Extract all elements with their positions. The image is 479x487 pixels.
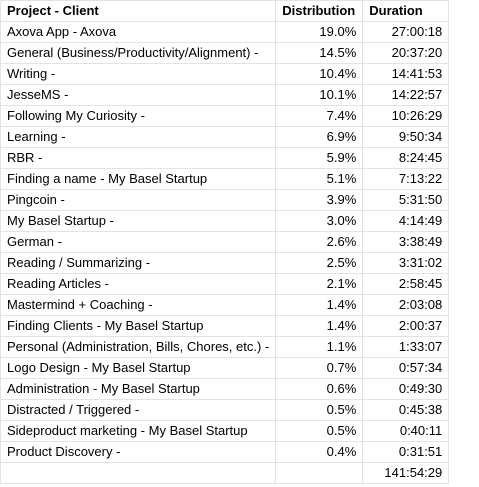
column-header-duration[interactable]: Duration — [362, 0, 450, 22]
cell-distribution[interactable]: 5.9% — [275, 147, 364, 169]
cell-duration[interactable]: 0:57:34 — [362, 357, 450, 379]
cell-project[interactable]: Reading / Summarizing - — [0, 252, 277, 274]
cell-project[interactable]: Reading Articles - — [0, 273, 277, 295]
cell-total-distribution[interactable] — [275, 462, 364, 484]
cell-duration[interactable]: 27:00:18 — [362, 21, 450, 43]
cell-distribution[interactable]: 19.0% — [275, 21, 364, 43]
table-row: Reading / Summarizing -2.5% 3:31:02 — [0, 252, 450, 274]
table-row: Finding Clients - My Basel Startup 1.4% 2:… — [0, 315, 450, 337]
cell-duration[interactable]: 14:41:53 — [362, 63, 450, 85]
cell-distribution[interactable]: 1.1% — [275, 336, 364, 358]
header-row: Project - Client Distribution Duration — [0, 0, 450, 22]
table-row: Mastermind + Coaching -1.4% 2:03:08 — [0, 294, 450, 316]
cell-distribution[interactable]: 2.6% — [275, 231, 364, 253]
cell-project[interactable]: German - — [0, 231, 277, 253]
cell-distribution[interactable]: 6.9% — [275, 126, 364, 148]
cell-duration[interactable]: 2:03:08 — [362, 294, 450, 316]
cell-duration[interactable]: 3:38:49 — [362, 231, 450, 253]
table-row: Logo Design - My Basel Startup 0.7% 0:57:3… — [0, 357, 450, 379]
cell-duration[interactable]: 0:31:51 — [362, 441, 450, 463]
cell-distribution[interactable]: 3.0% — [275, 210, 364, 232]
cell-distribution[interactable]: 5.1% — [275, 168, 364, 190]
cell-duration[interactable]: 5:31:50 — [362, 189, 450, 211]
cell-duration[interactable]: 7:13:22 — [362, 168, 450, 190]
cell-distribution[interactable]: 0.5% — [275, 399, 364, 421]
cell-duration[interactable]: 2:00:37 — [362, 315, 450, 337]
cell-distribution[interactable]: 3.9% — [275, 189, 364, 211]
cell-project[interactable]: Axova App - Axova — [0, 21, 277, 43]
cell-project[interactable]: Finding a name - My Basel Startup — [0, 168, 277, 190]
table-row: German -2.6% 3:38:49 — [0, 231, 450, 253]
cell-project[interactable]: Sideproduct marketing - My Basel Startup — [0, 420, 277, 442]
cell-duration[interactable]: 0:49:30 — [362, 378, 450, 400]
cell-project[interactable]: My Basel Startup - — [0, 210, 277, 232]
cell-total-label[interactable] — [0, 462, 277, 484]
table-row: Pingcoin -3.9% 5:31:50 — [0, 189, 450, 211]
cell-duration[interactable]: 9:50:34 — [362, 126, 450, 148]
table-row: Finding a name - My Basel Startup 5.1% 7:1… — [0, 168, 450, 190]
table-row: Product Discovery -0.4% 0:31:51 — [0, 441, 450, 463]
cell-total-duration[interactable]: 141:54:29 — [362, 462, 450, 484]
column-header-distribution[interactable]: Distribution — [275, 0, 364, 22]
cell-distribution[interactable]: 10.4% — [275, 63, 364, 85]
cell-project[interactable]: Following My Curiosity - — [0, 105, 277, 127]
cell-project[interactable]: Logo Design - My Basel Startup — [0, 357, 277, 379]
total-row: 141:54:29 — [0, 462, 450, 484]
table-row: RBR -5.9% 8:24:45 — [0, 147, 450, 169]
time-distribution-table: Project - Client Distribution Duration A… — [0, 0, 450, 484]
cell-distribution[interactable]: 1.4% — [275, 315, 364, 337]
table-row: JesseMS -10.1% 14:22:57 — [0, 84, 450, 106]
cell-distribution[interactable]: 0.4% — [275, 441, 364, 463]
cell-distribution[interactable]: 0.5% — [275, 420, 364, 442]
cell-duration[interactable]: 4:14:49 — [362, 210, 450, 232]
table-row: Sideproduct marketing - My Basel Startup… — [0, 420, 450, 442]
cell-distribution[interactable]: 0.7% — [275, 357, 364, 379]
cell-duration[interactable]: 10:26:29 — [362, 105, 450, 127]
cell-project[interactable]: RBR - — [0, 147, 277, 169]
cell-project[interactable]: Mastermind + Coaching - — [0, 294, 277, 316]
table-row: Writing -10.4% 14:41:53 — [0, 63, 450, 85]
table-row: Learning -6.9% 9:50:34 — [0, 126, 450, 148]
table-body: Axova App - Axova 19.0% 27:00:18 General (B… — [0, 21, 450, 484]
table-row: Following My Curiosity -7.4% 10:26:29 — [0, 105, 450, 127]
table-row: Distracted / Triggered -0.5% 0:45:38 — [0, 399, 450, 421]
cell-duration[interactable]: 14:22:57 — [362, 84, 450, 106]
cell-duration[interactable]: 0:45:38 — [362, 399, 450, 421]
cell-project[interactable]: Distracted / Triggered - — [0, 399, 277, 421]
cell-distribution[interactable]: 1.4% — [275, 294, 364, 316]
cell-project[interactable]: Finding Clients - My Basel Startup — [0, 315, 277, 337]
cell-duration[interactable]: 8:24:45 — [362, 147, 450, 169]
table-row: My Basel Startup -3.0% 4:14:49 — [0, 210, 450, 232]
table-row: Administration - My Basel Startup 0.6% 0:4… — [0, 378, 450, 400]
cell-distribution[interactable]: 7.4% — [275, 105, 364, 127]
cell-duration[interactable]: 2:58:45 — [362, 273, 450, 295]
cell-distribution[interactable]: 0.6% — [275, 378, 364, 400]
cell-distribution[interactable]: 2.5% — [275, 252, 364, 274]
cell-duration[interactable]: 3:31:02 — [362, 252, 450, 274]
column-header-project[interactable]: Project - Client — [0, 0, 277, 22]
table-row: General (Business/Productivity/Alignment… — [0, 42, 450, 64]
cell-project[interactable]: JesseMS - — [0, 84, 277, 106]
cell-project[interactable]: Pingcoin - — [0, 189, 277, 211]
table-row: Axova App - Axova 19.0% 27:00:18 — [0, 21, 450, 43]
cell-project[interactable]: Product Discovery - — [0, 441, 277, 463]
cell-project[interactable]: General (Business/Productivity/Alignment… — [0, 42, 277, 64]
cell-duration[interactable]: 20:37:20 — [362, 42, 450, 64]
table-row: Reading Articles -2.1% 2:58:45 — [0, 273, 450, 295]
cell-duration[interactable]: 0:40:11 — [362, 420, 450, 442]
cell-distribution[interactable]: 2.1% — [275, 273, 364, 295]
cell-distribution[interactable]: 10.1% — [275, 84, 364, 106]
table-row: Personal (Administration, Bills, Chores,… — [0, 336, 450, 358]
cell-project[interactable]: Learning - — [0, 126, 277, 148]
cell-project[interactable]: Administration - My Basel Startup — [0, 378, 277, 400]
cell-project[interactable]: Writing - — [0, 63, 277, 85]
cell-project[interactable]: Personal (Administration, Bills, Chores,… — [0, 336, 277, 358]
cell-duration[interactable]: 1:33:07 — [362, 336, 450, 358]
cell-distribution[interactable]: 14.5% — [275, 42, 364, 64]
